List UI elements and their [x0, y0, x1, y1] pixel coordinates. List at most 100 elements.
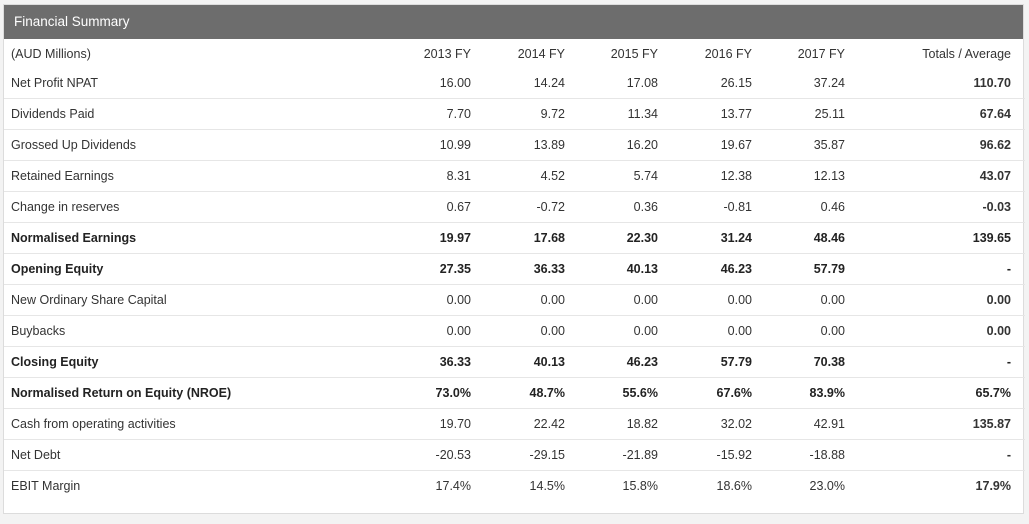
- row-total: 67.64: [845, 98, 1025, 130]
- row-value: 67.6%: [658, 377, 752, 409]
- row-total: 110.70: [845, 68, 1025, 99]
- row-total: 135.87: [845, 408, 1025, 440]
- column-header-units: (AUD Millions): [11, 46, 91, 61]
- column-header-year: 2016 FY: [704, 46, 752, 61]
- table-row: EBIT Margin 17.4% 14.5% 15.8% 18.6% 23.0% 17.9…: [4, 471, 1025, 502]
- row-value: -21.89: [565, 439, 658, 471]
- row-value: 0.00: [565, 315, 658, 347]
- row-value: 55.6%: [565, 377, 658, 409]
- table-row: Net Profit NPAT 16.00 14.24 17.08 26.15 37.24…: [4, 68, 1025, 99]
- row-value: 4.52: [471, 160, 565, 192]
- row-value: 12.38: [658, 160, 752, 192]
- row-value: 0.00: [471, 284, 565, 316]
- row-value: 17.68: [471, 222, 565, 254]
- row-total: 0.00: [845, 284, 1025, 316]
- row-value: 22.30: [565, 222, 658, 254]
- row-value: 8.31: [404, 160, 471, 192]
- row-value: 32.02: [658, 408, 752, 440]
- row-total: 65.7%: [845, 377, 1025, 409]
- row-label: Retained Earnings: [4, 160, 404, 192]
- row-total: 96.62: [845, 129, 1025, 161]
- row-value: 16.20: [565, 129, 658, 161]
- financial-summary-table: (AUD Millions) 2013 FY 2014 FY 2015 FY 2…: [4, 39, 1025, 501]
- row-value: 0.00: [752, 315, 845, 347]
- row-total: 43.07: [845, 160, 1025, 192]
- row-value: 70.38: [752, 346, 845, 378]
- table-row: Net Debt -20.53 -29.15 -21.89 -15.92 -18.88-: [4, 439, 1025, 471]
- row-value: 31.24: [658, 222, 752, 254]
- row-value: 36.33: [471, 253, 565, 285]
- row-value: 13.89: [471, 129, 565, 161]
- row-value: 9.72: [471, 98, 565, 130]
- row-value: -15.92: [658, 439, 752, 471]
- row-value: 12.13: [752, 160, 845, 192]
- row-value: 42.91: [752, 408, 845, 440]
- row-label: Buybacks: [4, 315, 404, 347]
- row-value: 0.00: [565, 284, 658, 316]
- row-value: 18.6%: [716, 479, 752, 493]
- row-value: 48.7%: [471, 377, 565, 409]
- row-value: 7.70: [404, 98, 471, 130]
- row-value: 40.13: [565, 253, 658, 285]
- row-total: -: [845, 439, 1025, 471]
- row-value: 0.00: [404, 284, 471, 316]
- row-value: 19.97: [404, 222, 471, 254]
- row-value: 23.0%: [809, 479, 845, 493]
- table-row: Dividends Paid 7.70 9.72 11.34 13.77 25.11 67.…: [4, 98, 1025, 130]
- row-value: 0.00: [752, 284, 845, 316]
- row-value: 13.77: [658, 98, 752, 130]
- row-value: -18.88: [752, 439, 845, 471]
- row-label: Opening Equity: [4, 253, 404, 285]
- row-value: 36.33: [404, 346, 471, 378]
- row-value: 14.24: [471, 68, 565, 99]
- row-total: -: [845, 253, 1025, 285]
- table-row: Retained Earnings 8.31 4.52 5.74 12.38 12.13 4…: [4, 160, 1025, 192]
- row-value: 83.9%: [752, 377, 845, 409]
- column-header-year: 2015 FY: [610, 46, 658, 61]
- row-label: Cash from operating activities: [4, 408, 404, 440]
- row-total: 139.65: [845, 222, 1025, 254]
- row-value: 57.79: [658, 346, 752, 378]
- row-value: 57.79: [752, 253, 845, 285]
- row-total: 0.00: [845, 315, 1025, 347]
- row-value: 19.70: [404, 408, 471, 440]
- row-value: 37.24: [752, 68, 845, 99]
- row-value: 46.23: [565, 346, 658, 378]
- row-value: -0.81: [658, 191, 752, 223]
- row-value: 16.00: [404, 68, 471, 99]
- row-total: -0.03: [845, 191, 1025, 223]
- row-label: EBIT Margin: [11, 479, 81, 493]
- row-value: 11.34: [565, 98, 658, 130]
- row-label: Normalised Return on Equity (NROE): [4, 377, 404, 409]
- row-label: Normalised Earnings: [4, 222, 404, 254]
- row-total: 17.9%: [975, 479, 1011, 493]
- column-header-year: 2017 FY: [797, 46, 845, 61]
- row-value: -20.53: [404, 439, 471, 471]
- row-value: 0.00: [658, 315, 752, 347]
- table-header-row: (AUD Millions) 2013 FY 2014 FY 2015 FY 2…: [4, 39, 1025, 68]
- financial-summary-panel: Financial Summary (AUD Millions) 2013 FY…: [3, 4, 1025, 514]
- table-row: New Ordinary Share Capital 0.00 0.00 0.00 0.…: [4, 284, 1025, 316]
- column-header-year: 2014 FY: [517, 46, 565, 61]
- row-value: 46.23: [658, 253, 752, 285]
- row-value: 26.15: [658, 68, 752, 99]
- row-total: -: [845, 346, 1025, 378]
- row-value: 0.00: [658, 284, 752, 316]
- row-value: 14.5%: [529, 479, 565, 493]
- row-value: -0.72: [471, 191, 565, 223]
- row-value: -29.15: [471, 439, 565, 471]
- table-row: Normalised Earnings 19.97 17.68 22.30 31.24 4…: [4, 222, 1025, 254]
- row-value: 15.8%: [622, 479, 658, 493]
- row-value: 40.13: [471, 346, 565, 378]
- row-label: Grossed Up Dividends: [4, 129, 404, 161]
- table-row: Cash from operating activities 19.70 22.42…: [4, 408, 1025, 440]
- row-label: New Ordinary Share Capital: [4, 284, 404, 316]
- row-value: 17.4%: [435, 479, 471, 493]
- row-value: 10.99: [404, 129, 471, 161]
- row-value: 0.46: [752, 191, 845, 223]
- row-value: 19.67: [658, 129, 752, 161]
- row-value: 17.08: [565, 68, 658, 99]
- row-value: 27.35: [404, 253, 471, 285]
- table-row: Opening Equity 27.35 36.33 40.13 46.23 57.79-: [4, 253, 1025, 285]
- row-value: 73.0%: [404, 377, 471, 409]
